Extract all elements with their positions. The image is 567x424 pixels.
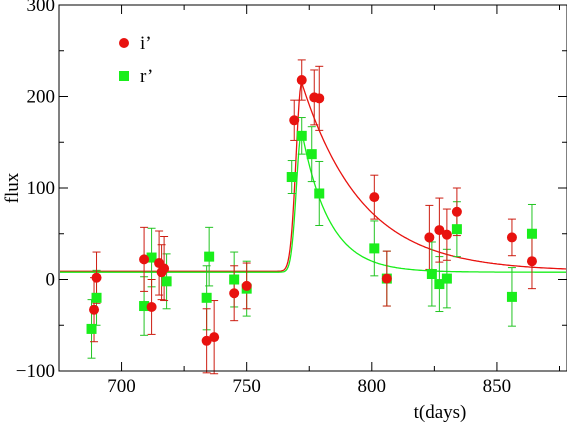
- legend-marker-i: [119, 38, 129, 48]
- data-point-i: [91, 272, 102, 283]
- data-point-i: [159, 263, 170, 274]
- legend-label: i’: [140, 33, 152, 54]
- data-point-i: [506, 232, 517, 243]
- data-point-r: [296, 130, 307, 141]
- y-axis-title: flux: [2, 172, 23, 203]
- data-point-r: [139, 301, 150, 312]
- data-point-i: [441, 229, 452, 240]
- x-tick-label: 700: [107, 376, 136, 397]
- data-point-r: [204, 251, 215, 262]
- x-tick-label: 850: [483, 376, 512, 397]
- data-point-i: [139, 254, 150, 265]
- data-point-i: [314, 93, 325, 104]
- data-point-r: [306, 149, 317, 160]
- data-point-r: [201, 292, 212, 303]
- data-points: [86, 75, 537, 346]
- error-bars: [87, 59, 536, 375]
- data-point-r: [229, 274, 240, 285]
- plot-frame: [58, 4, 567, 372]
- data-point-i: [201, 335, 212, 346]
- data-point-r: [451, 224, 462, 235]
- data-point-i: [424, 232, 435, 243]
- data-point-r: [506, 291, 517, 302]
- legend-label: r’: [140, 66, 153, 87]
- y-tick-label: 200: [27, 87, 56, 108]
- data-point-r: [91, 292, 102, 303]
- y-tick-label: −100: [16, 361, 55, 382]
- data-point-r: [441, 273, 452, 284]
- x-axis-title: t(days): [414, 402, 467, 423]
- y-tick-label: 300: [27, 0, 56, 16]
- data-point-r: [86, 323, 97, 334]
- y-tick-label: 0: [46, 270, 56, 291]
- data-point-i: [209, 332, 220, 343]
- data-point-i: [369, 192, 380, 203]
- legend: i’ r’: [119, 33, 153, 87]
- y-tick-label: 100: [27, 178, 56, 199]
- data-point-i: [434, 225, 445, 236]
- data-point-i: [241, 280, 252, 291]
- data-point-i: [296, 75, 307, 86]
- fit-curves: [60, 82, 567, 273]
- data-point-r: [369, 243, 380, 254]
- legend-marker-r: [119, 71, 129, 81]
- x-tick-label: 750: [232, 376, 261, 397]
- data-point-i: [146, 301, 157, 312]
- x-tick-label: 800: [358, 376, 387, 397]
- data-point-r: [426, 269, 437, 280]
- data-point-r: [434, 279, 445, 290]
- data-point-r: [161, 276, 172, 287]
- axis-ticks: 700 750 800 850 −100 0 100 200 300: [16, 0, 567, 397]
- data-point-i: [229, 288, 240, 299]
- data-point-i: [381, 273, 392, 284]
- data-point-r: [314, 188, 325, 199]
- data-point-r: [286, 172, 297, 183]
- data-point-i: [451, 206, 462, 217]
- data-point-i: [526, 256, 537, 267]
- data-point-i: [89, 304, 100, 315]
- data-point-r: [146, 252, 157, 263]
- data-point-i: [289, 115, 300, 126]
- data-point-r: [526, 228, 537, 239]
